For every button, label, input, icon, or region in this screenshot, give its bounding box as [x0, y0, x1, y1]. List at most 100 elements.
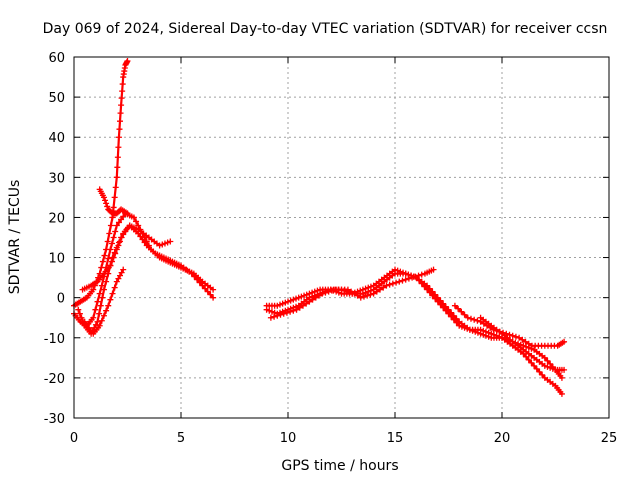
x-tick-label: 5	[177, 431, 185, 446]
data-point	[100, 194, 107, 201]
data-point	[118, 95, 125, 102]
data-point	[306, 290, 313, 297]
y-tick-label: 0	[57, 292, 65, 307]
data-point	[293, 306, 300, 313]
data-point	[277, 311, 284, 318]
data-point	[434, 298, 441, 305]
data-point	[100, 286, 107, 293]
axis-ticks	[73, 56, 610, 419]
data-point	[544, 363, 551, 370]
data-point	[99, 258, 106, 265]
data-point	[99, 294, 106, 301]
data-point	[207, 291, 214, 298]
data-point	[101, 252, 108, 259]
data-point	[453, 319, 460, 326]
data-point	[118, 234, 125, 241]
data-point	[389, 280, 396, 287]
series-line	[265, 272, 564, 379]
data-point	[98, 317, 105, 324]
data-point	[311, 288, 318, 295]
data-point	[477, 326, 484, 333]
data-point	[117, 118, 124, 125]
data-point	[488, 330, 495, 337]
series-track-1	[71, 58, 131, 309]
data-point	[399, 277, 406, 284]
data-point	[303, 291, 310, 298]
data-point	[528, 359, 535, 366]
data-point	[102, 197, 109, 204]
data-point	[512, 333, 519, 340]
y-tick-label: -10	[44, 332, 65, 347]
data-point	[525, 356, 532, 363]
data-point	[386, 281, 393, 288]
data-point	[112, 228, 119, 235]
data-point	[191, 273, 198, 280]
data-point	[105, 255, 112, 262]
data-point	[312, 294, 319, 301]
data-point	[113, 222, 120, 229]
series-track-11	[477, 314, 568, 373]
data-point	[271, 313, 278, 320]
data-point	[458, 308, 465, 315]
data-point	[322, 289, 329, 296]
data-point	[111, 284, 118, 291]
data-point	[274, 302, 281, 309]
data-point	[94, 298, 101, 305]
data-point	[119, 81, 126, 88]
data-point	[392, 266, 398, 273]
data-point	[383, 282, 390, 289]
data-point	[344, 286, 351, 293]
data-point	[418, 280, 425, 287]
data-point	[83, 321, 90, 328]
data-point	[287, 297, 294, 304]
y-tick-label: -30	[44, 412, 65, 427]
data-point	[106, 230, 113, 237]
data-point	[120, 213, 127, 220]
data-point	[92, 306, 99, 313]
chart-title: Day 069 of 2024, Sidereal Day-to-day VTE…	[43, 21, 608, 37]
data-point	[424, 286, 431, 293]
data-point	[522, 338, 529, 345]
data-point	[348, 288, 355, 295]
data-point	[119, 88, 126, 95]
data-point	[354, 292, 361, 299]
data-point	[78, 314, 85, 321]
data-point	[94, 318, 101, 325]
data-point	[96, 310, 103, 317]
data-point	[467, 315, 474, 322]
data-point	[107, 262, 114, 269]
data-point	[115, 275, 122, 282]
data-point	[362, 285, 369, 292]
data-point	[279, 300, 286, 307]
data-point	[196, 279, 203, 286]
data-point	[561, 366, 568, 373]
data-point	[100, 312, 107, 319]
data-point	[295, 294, 302, 301]
data-point	[280, 310, 287, 317]
data-point	[496, 333, 503, 340]
series-track-9	[267, 266, 437, 321]
data-point	[480, 327, 487, 334]
data-point	[445, 310, 452, 317]
data-point	[92, 321, 99, 328]
data-point	[76, 310, 83, 317]
y-tick-label: -20	[44, 372, 65, 387]
data-point	[118, 269, 125, 276]
data-point	[561, 338, 568, 345]
data-point	[199, 282, 206, 289]
data-point	[393, 279, 400, 286]
data-point	[115, 242, 122, 249]
series-track-5	[96, 186, 131, 217]
data-point	[541, 354, 548, 361]
data-point	[113, 278, 120, 285]
data-point	[416, 277, 423, 284]
data-point	[516, 334, 523, 341]
data-point	[367, 291, 374, 298]
y-tick-label: 60	[48, 51, 65, 66]
data-point	[90, 286, 97, 293]
data-point	[464, 325, 471, 332]
data-point	[117, 272, 124, 279]
data-point	[107, 296, 114, 303]
data-point	[139, 236, 146, 243]
y-tick-label: 30	[48, 171, 65, 186]
